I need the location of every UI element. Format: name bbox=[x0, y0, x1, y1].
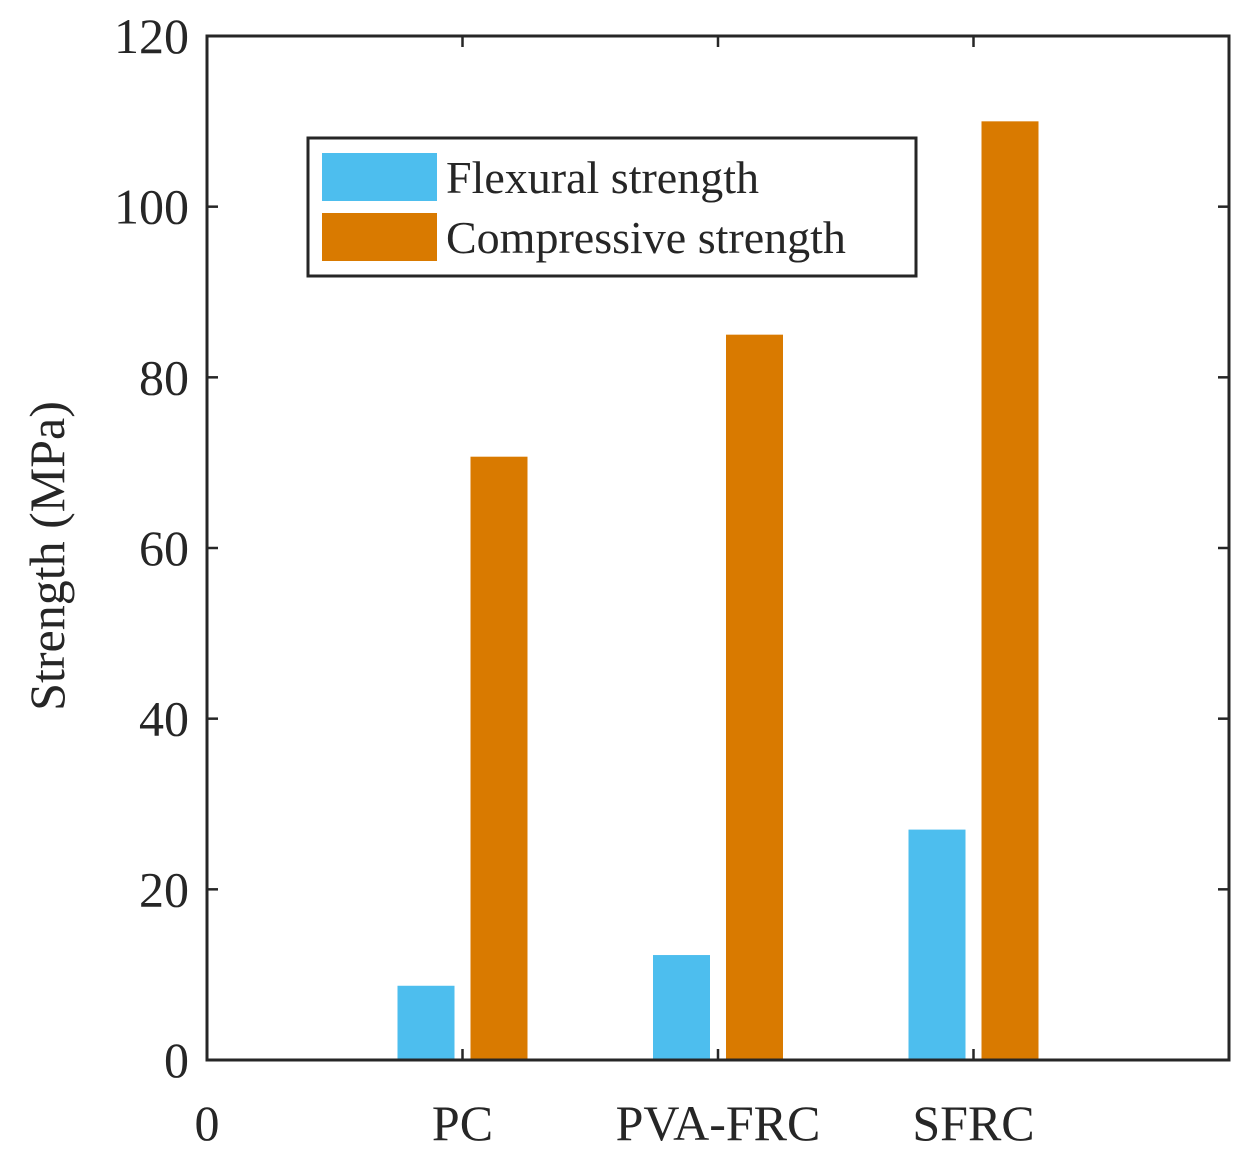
y-tick-label: 20 bbox=[139, 861, 189, 917]
x-tick-label: SFRC bbox=[912, 1095, 1034, 1151]
bar-flexural-pc bbox=[397, 985, 455, 1060]
legend: Flexural strength Compressive strength bbox=[306, 136, 918, 278]
bar-compressive-pva-frc bbox=[726, 334, 783, 1061]
y-axis-title: Strength (MPa) bbox=[19, 401, 75, 711]
y-tick-label: 100 bbox=[114, 179, 189, 235]
x-tick-label: PVA-FRC bbox=[616, 1095, 821, 1151]
y-tick-label: 120 bbox=[114, 8, 189, 64]
y-axis-ticks: 0 20 40 60 80 100 120 bbox=[114, 8, 1229, 1088]
legend-label-compressive: Compressive strength bbox=[446, 212, 846, 263]
legend-swatch-flexural bbox=[322, 153, 437, 201]
x-axis-ticks: 0 PC PVA-FRC SFRC bbox=[195, 36, 1035, 1151]
y-tick-label: 40 bbox=[139, 691, 189, 747]
x-tick-label: 0 bbox=[195, 1095, 220, 1151]
y-tick-label: 0 bbox=[164, 1032, 189, 1088]
legend-swatch-compressive bbox=[322, 213, 437, 261]
legend-label-flexural: Flexural strength bbox=[446, 152, 759, 203]
bar-compressive-sfrc bbox=[981, 121, 1039, 1061]
bar-compressive-pc bbox=[470, 456, 528, 1060]
bars-group bbox=[397, 121, 1039, 1061]
x-tick-label: PC bbox=[432, 1095, 493, 1151]
bar-flexural-sfrc bbox=[908, 829, 966, 1060]
y-tick-label: 60 bbox=[139, 520, 189, 576]
bar-flexural-pva-frc bbox=[653, 955, 710, 1060]
y-tick-label: 80 bbox=[139, 349, 189, 405]
